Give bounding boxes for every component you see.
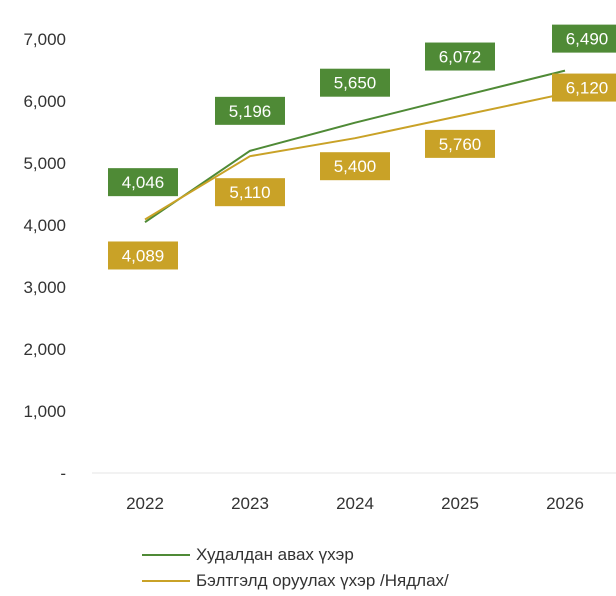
data-label-series-1: 6,072	[425, 42, 495, 71]
legend-item-series-2: Бэлтгэлд оруулах үхэр /Нядлах/	[142, 568, 449, 594]
data-label-series-2: 5,110	[215, 178, 285, 207]
data-label-text: 5,400	[334, 157, 377, 176]
x-tick-label: 2026	[546, 494, 584, 513]
data-label-box	[108, 168, 178, 197]
data-label-box	[425, 129, 495, 158]
data-label-text: 6,072	[439, 48, 482, 67]
data-label-box	[108, 241, 178, 270]
data-label-box	[552, 73, 616, 102]
data-label-text: 4,089	[122, 246, 165, 265]
series-lines	[144, 69, 566, 223]
legend-swatch-series-2	[142, 580, 190, 582]
data-label-series-1: 4,046	[108, 168, 178, 197]
data-label-box	[215, 178, 285, 207]
series-line-1	[144, 69, 566, 223]
y-tick-label: 7,000	[23, 30, 66, 49]
data-label-series-2: 5,760	[425, 129, 495, 158]
y-tick-label: 5,000	[23, 154, 66, 173]
y-axis: - 1,000 2,000 3,000 4,000 5,000 6,000 7,000	[23, 30, 66, 483]
data-label-box	[425, 42, 495, 71]
data-label-series-1: 5,650	[320, 68, 390, 97]
series-line-2	[144, 92, 566, 221]
x-tick-label: 2022	[126, 494, 164, 513]
data-label-box	[552, 24, 616, 53]
data-label-text: 6,490	[566, 30, 609, 49]
data-label-series-1: 6,490	[552, 24, 616, 53]
y-tick-label: 4,000	[23, 216, 66, 235]
y-tick-label: 3,000	[23, 278, 66, 297]
legend-swatch-series-1	[142, 554, 190, 556]
y-tick-label: 6,000	[23, 92, 66, 111]
x-tick-label: 2023	[231, 494, 269, 513]
data-label-box	[320, 68, 390, 97]
data-label-text: 5,110	[229, 183, 270, 202]
y-tick-label: 2,000	[23, 340, 66, 359]
legend-item-series-1: Худалдан авах үхэр	[142, 542, 449, 568]
data-label-series-1: 5,196	[215, 96, 285, 125]
data-label-series-2: 5,400	[320, 152, 390, 181]
data-label-series-2: 6,120	[552, 73, 616, 102]
line-chart: - 1,000 2,000 3,000 4,000 5,000 6,000 7,000 202…	[23, 24, 616, 513]
data-label-series-2: 4,089	[108, 241, 178, 270]
y-tick-label: 1,000	[23, 402, 66, 421]
data-label-box	[215, 96, 285, 125]
legend-label-series-2: Бэлтгэлд оруулах үхэр /Нядлах/	[196, 571, 449, 590]
data-label-text: 6,120	[566, 79, 609, 98]
legend-label-series-1: Худалдан авах үхэр	[196, 545, 354, 564]
x-tick-label: 2025	[441, 494, 479, 513]
data-label-box	[320, 152, 390, 181]
x-tick-label: 2024	[336, 494, 374, 513]
data-label-text: 5,650	[334, 74, 377, 93]
y-tick-label: -	[60, 464, 66, 483]
data-label-text: 4,046	[122, 173, 165, 192]
x-axis: 2022 2023 2024 2025 2026	[126, 494, 584, 513]
data-label-text: 5,760	[439, 135, 482, 154]
legend: Худалдан авах үхэр Бэлтгэлд оруулах үхэр…	[142, 542, 449, 594]
data-labels: 4,046 5,196 5,650 6,072 6,490 4,089 5,110 5,400…	[108, 24, 616, 270]
data-label-text: 5,196	[229, 102, 272, 121]
